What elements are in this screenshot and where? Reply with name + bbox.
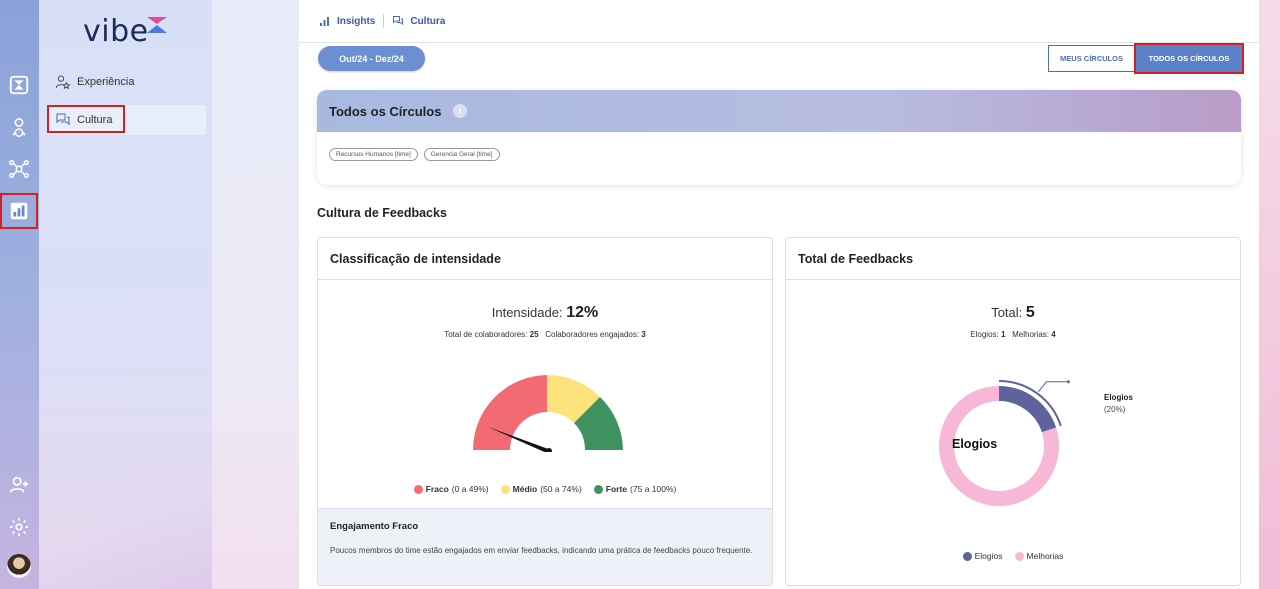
bar-chart-icon xyxy=(320,17,329,26)
engagement-text: Poucos membros do time estão engajados e… xyxy=(330,546,753,555)
circles-card-header: Todos os Círculos i xyxy=(317,90,1241,132)
feedbacks-legend: Elogios Melhorias xyxy=(786,551,1240,561)
intensity-summary: Intensidade: 12% xyxy=(491,304,599,321)
feedbacks-donut-chart: Elogios Elogios (20%) xyxy=(939,380,1133,506)
engagement-box: Engajamento Fraco Poucos membros do time… xyxy=(318,508,772,585)
user-star-icon xyxy=(55,75,71,90)
gauge-medium-segment xyxy=(547,375,600,423)
sidebar-item-label: Cultura xyxy=(77,114,113,126)
donut-callout-name: Elogios xyxy=(1104,393,1133,402)
donut-highlight-arc xyxy=(998,380,1062,427)
app-rail xyxy=(0,0,39,589)
engagement-title: Engajamento Fraco xyxy=(330,521,419,532)
circle-chip[interactable]: Gerencia Geral [time] xyxy=(423,148,500,161)
network-icon[interactable] xyxy=(6,156,32,182)
feedbacks-summary: Total: 5 xyxy=(991,304,1035,321)
gauge-needle xyxy=(488,427,551,452)
collaborators-summary: Total de colaboradores: 25 Colaboradores… xyxy=(444,330,646,339)
intensity-value: 12% xyxy=(566,304,599,321)
circle-chips: Recursos Humanos [time] Gerencia Geral [… xyxy=(317,132,1241,161)
insights-chart-icon[interactable] xyxy=(0,193,38,229)
donut-callout-line xyxy=(1037,381,1069,393)
panel-title: Total de Feedbacks xyxy=(786,238,1240,280)
circles-title: Todos os Círculos xyxy=(329,103,442,119)
breadcrumb-cultura[interactable]: Cultura xyxy=(392,15,445,27)
avatar[interactable] xyxy=(7,554,31,578)
chat-bubbles-icon xyxy=(393,16,404,25)
breadcrumb-insights[interactable]: Insights xyxy=(319,15,375,27)
donut-slice-elogios[interactable] xyxy=(999,386,1057,433)
sidebar-item-experiencia[interactable]: Experiência xyxy=(47,67,206,97)
intensity-panel: Classificação de intensidade Intensidade… xyxy=(317,237,773,586)
feedbacks-total: 5 xyxy=(1025,304,1035,321)
section-title: Cultura de Feedbacks xyxy=(317,206,447,220)
sidebar: vibe Experiência Cultura xyxy=(39,0,212,589)
intensity-legend: Fraco (0 a 49%) Médio (50 a 74%) Forte (75 … xyxy=(318,484,772,494)
brand-mark-icon xyxy=(147,17,167,33)
main-content: Insights Cultura Out/24 - Dez/24 MEUS CÍ… xyxy=(299,0,1259,589)
intensity-gauge xyxy=(473,375,623,452)
add-user-icon[interactable] xyxy=(6,472,32,498)
sidebar-item-cultura[interactable]: Cultura xyxy=(47,105,206,135)
all-circles-tab[interactable]: TODOS OS CÍRCULOS xyxy=(1134,43,1244,74)
gauge-weak-segment xyxy=(473,375,547,450)
hourglass-icon[interactable] xyxy=(6,72,32,98)
panel-title: Classificação de intensidade xyxy=(318,238,772,280)
info-icon[interactable]: i xyxy=(453,104,468,118)
highlight-box xyxy=(47,105,125,133)
brand-logo: vibe xyxy=(83,14,149,49)
breadcrumb-separator xyxy=(383,14,385,28)
breadcrumb-label: Insights xyxy=(337,15,376,27)
sidebar-decoration xyxy=(39,499,212,589)
circles-card: Todos os Círculos i Recursos Humanos [ti… xyxy=(317,90,1241,185)
feedbacks-breakdown: Elogios: 1 Melhorias: 4 xyxy=(970,330,1056,339)
feedbacks-panel: Total de Feedbacks Total: 5 Elogios: 1 M… xyxy=(785,237,1241,586)
breadcrumb: Insights Cultura xyxy=(299,0,1259,43)
sidebar-item-label: Experiência xyxy=(77,76,135,88)
period-selector-button[interactable]: Out/24 - Dez/24 xyxy=(318,46,425,71)
my-circles-tab[interactable]: MEUS CÍRCULOS xyxy=(1048,45,1135,72)
gauge-strong-segment xyxy=(574,397,623,450)
ai-user-icon[interactable] xyxy=(6,115,32,141)
breadcrumb-label: Cultura xyxy=(410,15,446,27)
donut-callout-pct: (20%) xyxy=(1104,405,1126,414)
circle-chip[interactable]: Recursos Humanos [time] xyxy=(329,148,418,161)
chat-bubbles-icon xyxy=(56,113,70,126)
gear-icon[interactable] xyxy=(6,514,32,540)
donut-callout-dot xyxy=(1066,380,1070,384)
background-gutter xyxy=(212,0,299,589)
donut-center-label: Elogios xyxy=(952,437,997,451)
background-gutter-right xyxy=(1259,0,1280,589)
